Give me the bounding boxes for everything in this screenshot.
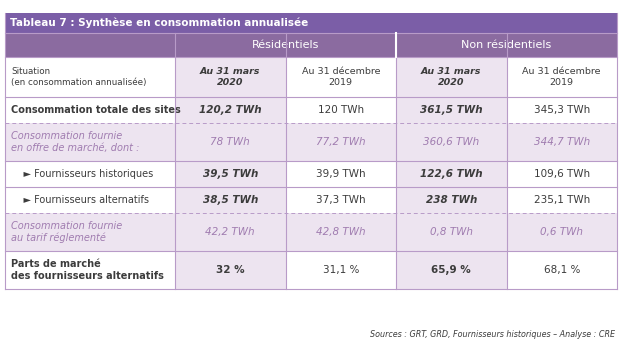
Bar [5,251,175,289]
Text: 38,5 TWh: 38,5 TWh [203,195,258,205]
Bar [396,123,507,161]
Text: Consommation fournie
en offre de marché, dont :: Consommation fournie en offre de marché,… [11,131,139,153]
Bar [286,251,396,289]
Bar [396,57,507,97]
Text: 361,5 TWh: 361,5 TWh [420,105,482,115]
Bar [396,97,507,123]
Bar [507,97,617,123]
Bar [5,57,175,97]
Bar [175,161,286,187]
Bar [507,213,617,251]
Bar [507,161,617,187]
Text: 65,9 %: 65,9 % [431,265,471,275]
Text: Tableau 7 : Synthèse en consommation annualisée: Tableau 7 : Synthèse en consommation ann… [10,18,308,28]
Text: 344,7 TWh: 344,7 TWh [534,137,590,147]
Text: Au 31 mars
2020: Au 31 mars 2020 [421,67,482,87]
Bar [396,187,507,213]
Text: 235,1 TWh: 235,1 TWh [534,195,590,205]
Text: 37,3 TWh: 37,3 TWh [316,195,366,205]
Text: ► Fournisseurs historiques: ► Fournisseurs historiques [11,169,154,179]
Text: 238 TWh: 238 TWh [426,195,477,205]
Bar [175,123,286,161]
Text: 77,2 TWh: 77,2 TWh [316,137,366,147]
Bar [175,187,286,213]
Text: 120 TWh: 120 TWh [318,105,364,115]
Text: 78 TWh: 78 TWh [210,137,250,147]
Text: Sources : GRT, GRD, Fournisseurs historiques – Analyse : CRE: Sources : GRT, GRD, Fournisseurs histori… [370,330,615,339]
Bar [5,123,175,161]
Text: Au 31 décembre
2019: Au 31 décembre 2019 [522,67,601,87]
Bar [175,57,286,97]
Text: 360,6 TWh: 360,6 TWh [423,137,479,147]
Text: 39,9 TWh: 39,9 TWh [316,169,366,179]
Bar [507,123,617,161]
Text: 122,6 TWh: 122,6 TWh [420,169,482,179]
Bar [5,33,617,57]
Bar [5,187,175,213]
Text: Au 31 mars
2020: Au 31 mars 2020 [200,67,260,87]
Text: 345,3 TWh: 345,3 TWh [534,105,590,115]
Text: 109,6 TWh: 109,6 TWh [534,169,590,179]
Bar [175,251,286,289]
Text: Non résidentiels: Non résidentiels [461,40,552,50]
Text: Consommation fournie
au tarif réglementé: Consommation fournie au tarif réglementé [11,221,122,243]
Bar [286,123,396,161]
Text: 39,5 TWh: 39,5 TWh [203,169,258,179]
Bar [286,57,396,97]
Text: 42,8 TWh: 42,8 TWh [316,227,366,237]
Bar [507,187,617,213]
Text: ► Fournisseurs alternatifs: ► Fournisseurs alternatifs [11,195,149,205]
Bar [5,97,175,123]
Bar [5,213,175,251]
Bar [507,251,617,289]
Text: 0,8 TWh: 0,8 TWh [430,227,473,237]
Text: 32 %: 32 % [216,265,245,275]
Bar [396,251,507,289]
Bar [5,13,617,33]
Bar [396,161,507,187]
Bar [175,213,286,251]
Text: 68,1 %: 68,1 % [544,265,580,275]
Text: 120,2 TWh: 120,2 TWh [199,105,261,115]
Bar [507,57,617,97]
Text: 42,2 TWh: 42,2 TWh [205,227,255,237]
Bar [396,213,507,251]
Text: Consommation totale des sites: Consommation totale des sites [11,105,181,115]
Text: 31,1 %: 31,1 % [323,265,359,275]
Text: 0,6 TWh: 0,6 TWh [540,227,583,237]
Text: Au 31 décembre
2019: Au 31 décembre 2019 [301,67,380,87]
Text: Résidentiels: Résidentiels [252,40,319,50]
Bar [5,161,175,187]
Bar [286,161,396,187]
Bar [286,213,396,251]
Text: Parts de marché
des fournisseurs alternatifs: Parts de marché des fournisseurs alterna… [11,259,164,281]
Bar [286,187,396,213]
Bar [286,97,396,123]
Bar [175,97,286,123]
Text: Situation
(en consommation annualisée): Situation (en consommation annualisée) [11,67,147,87]
